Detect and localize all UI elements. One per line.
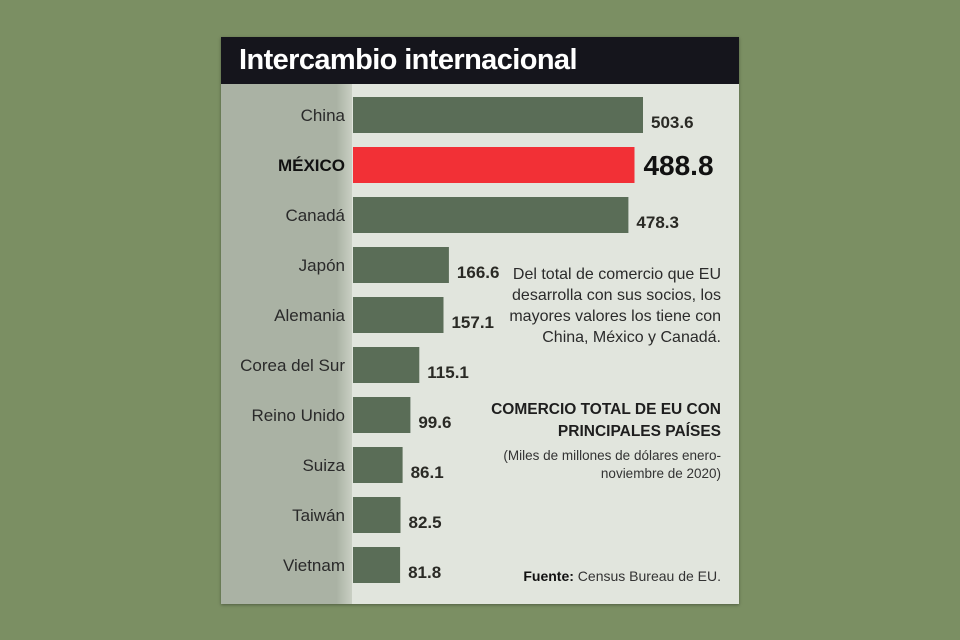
bar-mexico	[353, 147, 635, 183]
bar-suiza	[353, 447, 403, 483]
value-label-reino-unido: 99.6	[418, 413, 451, 432]
category-label-reino-unido: Reino Unido	[251, 406, 345, 425]
category-label-vietnam: Vietnam	[283, 556, 345, 575]
value-label-china: 503.6	[651, 113, 694, 132]
source-credit: Fuente: Census Bureau de EU.	[523, 568, 721, 584]
value-label-suiza: 86.1	[411, 463, 444, 482]
bar-chart: China 503.6 MÉXICO 488.8 Canadá 478.3 Japón 166…	[240, 97, 714, 583]
category-label-taiwan: Taiwán	[292, 506, 345, 525]
bar-vietnam	[353, 547, 401, 583]
category-label-corea-del-sur: Corea del Sur	[240, 356, 345, 375]
value-label-alemania: 157.1	[451, 313, 494, 332]
infographic-card: Intercambio internacional China 503.6 MÉXI…	[221, 37, 739, 604]
category-label-mexico: MÉXICO	[278, 156, 345, 175]
label-column-background	[221, 84, 352, 604]
source-label: Fuente:	[523, 568, 574, 584]
chart-subtitle: (Miles de millones de dólares enero- nov…	[503, 448, 721, 481]
bar-reino-unido	[353, 397, 411, 433]
infographic-title: Intercambio internacional	[239, 44, 578, 76]
category-label-japon: Japón	[299, 256, 345, 275]
category-label-suiza: Suiza	[302, 456, 345, 475]
bar-alemania	[353, 297, 444, 333]
value-label-japon: 166.6	[457, 263, 500, 282]
bar-corea-del-sur	[353, 347, 420, 383]
bar-china	[353, 97, 643, 133]
category-label-canada: Canadá	[285, 206, 345, 225]
category-label-alemania: Alemania	[274, 306, 345, 325]
value-label-mexico: 488.8	[643, 150, 713, 181]
source-text: Census Bureau de EU.	[573, 568, 721, 584]
category-label-china: China	[301, 106, 346, 125]
value-label-vietnam: 81.8	[408, 563, 441, 582]
chart-title: COMERCIO TOTAL DE EU CON PRINCIPALES PAÍ…	[491, 401, 721, 440]
explanatory-note: Del total de comercio que EU desarrolla …	[509, 266, 721, 346]
title-bar: Intercambio internacional	[221, 37, 739, 84]
value-label-canada: 478.3	[636, 213, 679, 232]
value-label-corea-del-sur: 115.1	[427, 363, 469, 382]
bar-canada	[353, 197, 629, 233]
bar-japon	[353, 247, 449, 283]
bar-taiwan	[353, 497, 401, 533]
value-label-taiwan: 82.5	[409, 513, 442, 532]
